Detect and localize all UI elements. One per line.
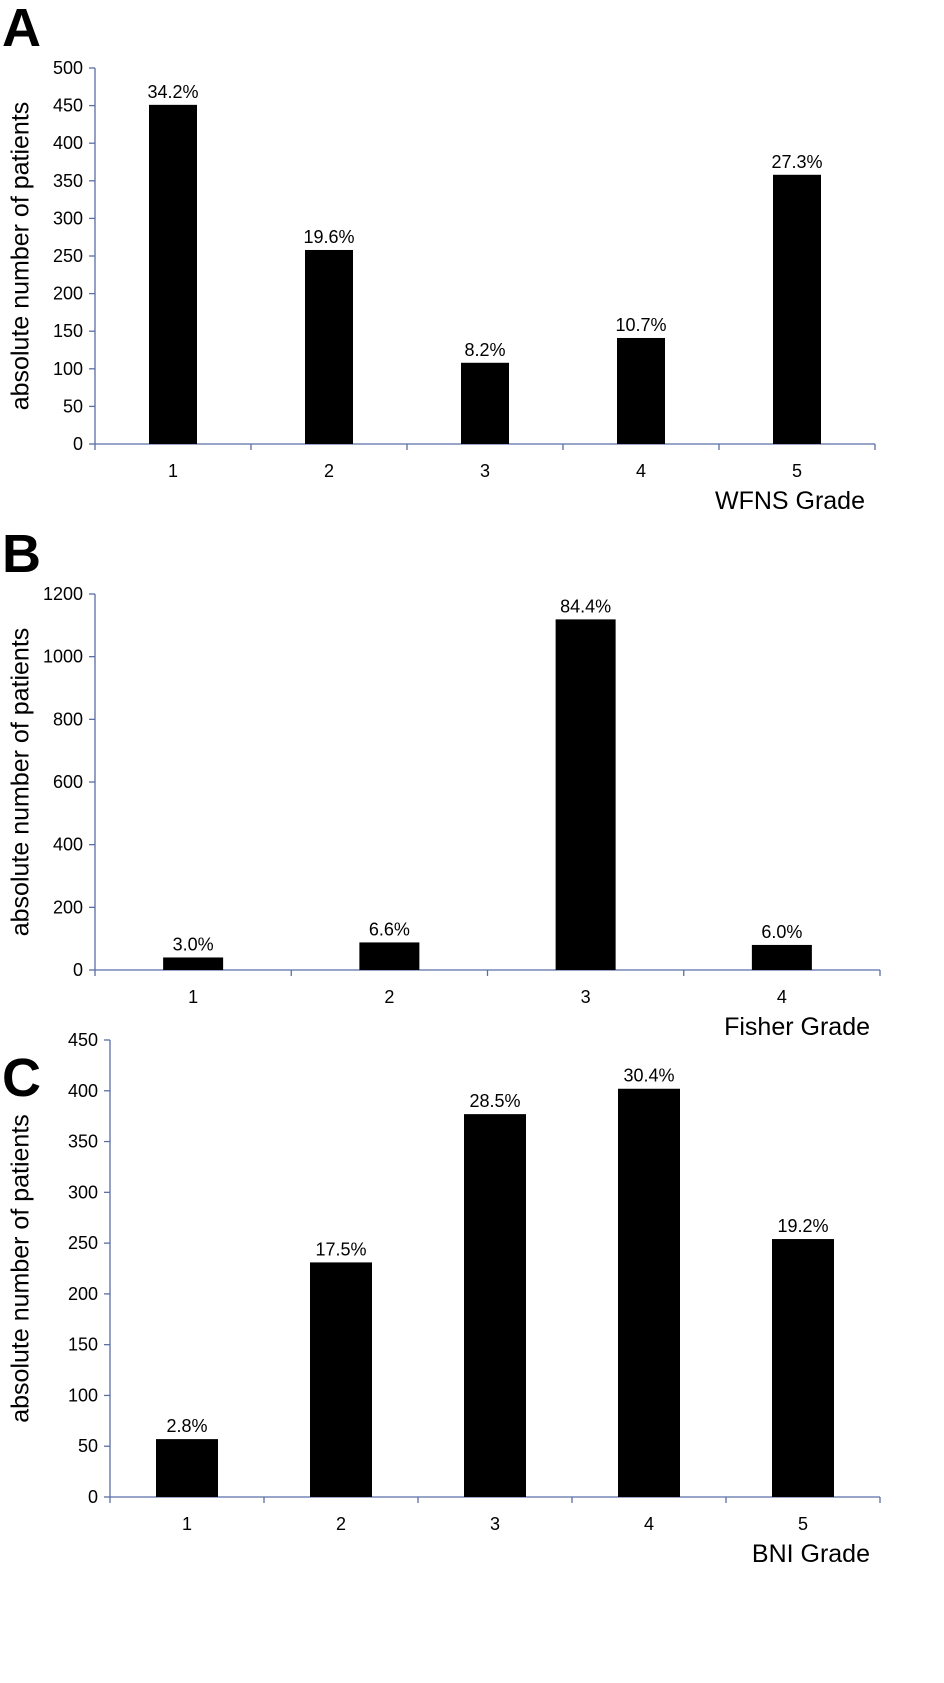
bar-annotation: 27.3%	[771, 152, 822, 172]
y-tick-label: 150	[53, 321, 83, 341]
x-tick-label: 2	[384, 987, 394, 1007]
bar-annotation: 19.2%	[777, 1216, 828, 1236]
bar-annotation: 17.5%	[315, 1239, 366, 1259]
y-tick-label: 50	[63, 396, 83, 416]
y-tick-label: 200	[53, 284, 83, 304]
bar	[359, 942, 420, 970]
bar	[464, 1114, 526, 1497]
y-tick-label: 0	[73, 434, 83, 454]
y-tick-label: 300	[53, 208, 83, 228]
y-tick-label: 300	[68, 1182, 98, 1202]
y-tick-label: 0	[88, 1487, 98, 1507]
x-tick-label: 1	[188, 987, 198, 1007]
y-tick-label: 100	[68, 1385, 98, 1405]
bar-annotation: 6.6%	[369, 919, 410, 939]
x-tick-label: 4	[777, 987, 787, 1007]
panel-letter: B	[2, 524, 41, 584]
x-axis-title: Fisher Grade	[724, 1013, 870, 1041]
y-tick-label: 100	[53, 359, 83, 379]
bar-annotation: 28.5%	[469, 1091, 520, 1111]
bar	[617, 337, 665, 444]
panel-letter: C	[2, 1048, 41, 1108]
bar-annotation: 2.8%	[166, 1416, 207, 1436]
x-tick-label: 4	[636, 461, 646, 481]
y-tick-label: 350	[68, 1132, 98, 1152]
y-axis-title: absolute number of patients	[7, 102, 35, 411]
x-tick-label: 3	[480, 461, 490, 481]
chart-panel: 0 200 400 600 800 1000 1200 3.0% 1 6.6% 2 84.4% 3 6.0…	[2, 524, 881, 1041]
y-tick-label: 50	[78, 1436, 98, 1456]
x-tick-label: 2	[324, 461, 334, 481]
bar	[163, 957, 224, 970]
y-tick-label: 400	[68, 1081, 98, 1101]
y-tick-label: 450	[53, 96, 83, 116]
x-tick-label: 1	[168, 461, 178, 481]
x-tick-label: 5	[798, 1514, 808, 1534]
bar	[618, 1088, 680, 1497]
chart-panel: 0 50 100 150 200 250 300 350 400 450 2.8% 1 17.5% 2 28…	[2, 1030, 881, 1568]
y-tick-label: 400	[53, 835, 83, 855]
bar	[156, 1439, 218, 1497]
chart-panel: 0 50 100 150 200 250 300 350 400 450 500 34.2% 1 19.6…	[2, 0, 876, 515]
y-tick-label: 350	[53, 171, 83, 191]
y-tick-label: 150	[68, 1335, 98, 1355]
bar	[461, 362, 509, 444]
y-tick-label: 1000	[43, 647, 83, 667]
y-tick-label: 250	[68, 1233, 98, 1253]
y-tick-label: 800	[53, 709, 83, 729]
y-tick-label: 1200	[43, 584, 83, 604]
bar-annotation: 30.4%	[623, 1066, 674, 1086]
bar-annotation: 8.2%	[464, 340, 505, 360]
y-tick-label: 250	[53, 246, 83, 266]
panel-letter: A	[2, 0, 41, 58]
y-tick-label: 400	[53, 133, 83, 153]
bar	[772, 1239, 834, 1497]
y-tick-label: 600	[53, 772, 83, 792]
bar-annotation: 84.4%	[560, 596, 611, 616]
x-axis-title: BNI Grade	[752, 1540, 870, 1568]
bar	[751, 944, 812, 970]
x-tick-label: 1	[182, 1514, 192, 1534]
bar-annotation: 34.2%	[147, 82, 198, 102]
bar-annotation: 19.6%	[303, 227, 354, 247]
bar-annotation: 10.7%	[615, 315, 666, 335]
y-tick-label: 500	[53, 58, 83, 78]
bar	[555, 619, 616, 970]
y-axis-title: absolute number of patients	[7, 1114, 35, 1423]
bar	[773, 174, 821, 444]
y-tick-label: 450	[68, 1030, 98, 1050]
bar	[149, 104, 197, 445]
bar	[305, 249, 353, 444]
y-tick-label: 200	[68, 1284, 98, 1304]
x-tick-label: 5	[792, 461, 802, 481]
x-axis-title: WFNS Grade	[715, 487, 865, 515]
bar	[310, 1262, 372, 1497]
x-tick-label: 4	[644, 1514, 654, 1534]
x-tick-label: 2	[336, 1514, 346, 1534]
bar-annotation: 3.0%	[173, 934, 214, 954]
bar-annotation: 6.0%	[761, 922, 802, 942]
y-tick-label: 200	[53, 897, 83, 917]
y-tick-label: 0	[73, 960, 83, 980]
x-tick-label: 3	[581, 987, 591, 1007]
x-tick-label: 3	[490, 1514, 500, 1534]
y-axis-title: absolute number of patients	[7, 628, 35, 937]
